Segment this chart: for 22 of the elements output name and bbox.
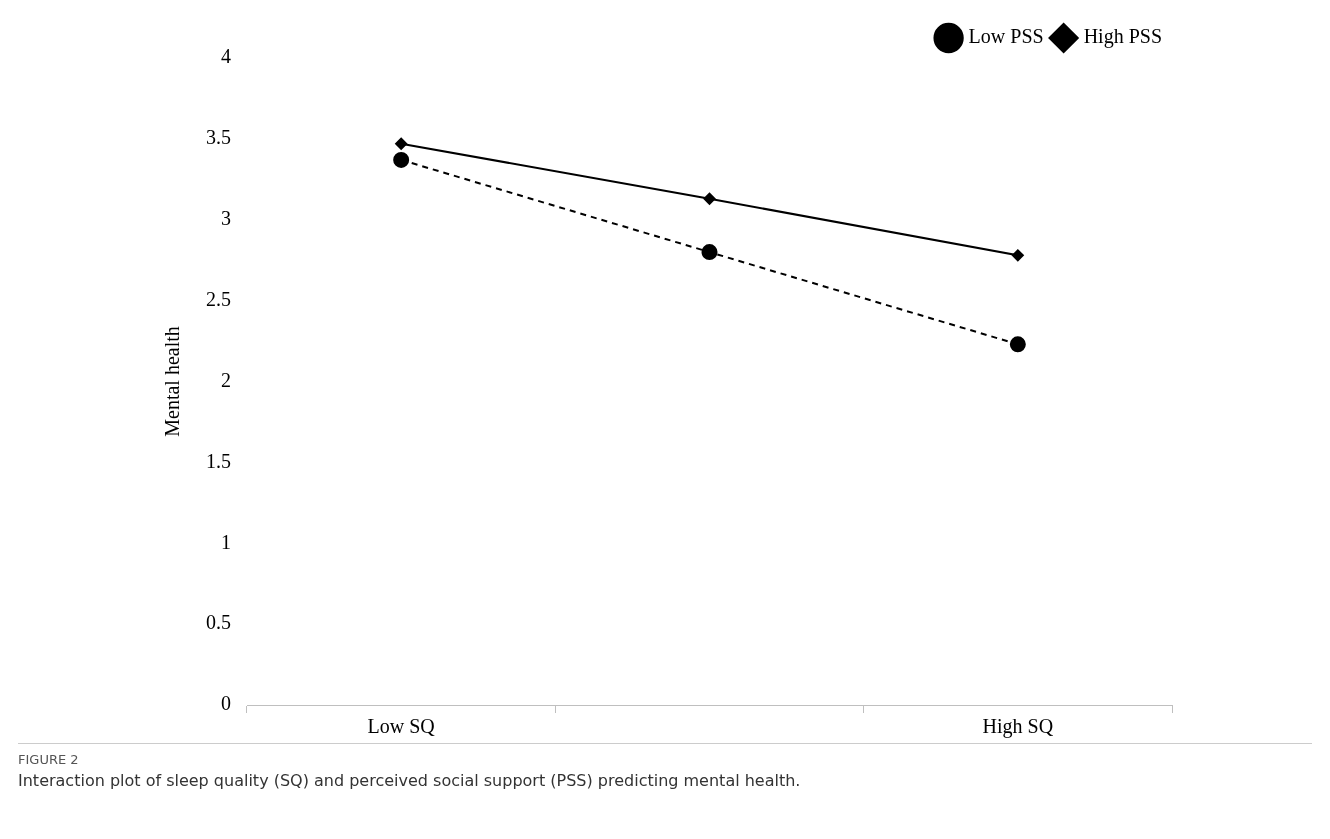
legend-label: Low PSS [968,25,1044,48]
legend-label: High PSS [1083,25,1163,49]
y-tick-label: 1.5 [206,449,231,472]
y-tick-label: 3.5 [206,126,231,149]
y-tick-label: 0 [221,692,231,715]
y-tick-label: 4 [221,45,231,68]
y-tick-label: 2.5 [206,287,231,310]
point [703,192,716,205]
x-tick-label: Low SQ [367,715,436,738]
point [1011,249,1024,262]
caption: FIGURE 2 [18,752,80,767]
x-tick-label: High SQ [982,715,1054,739]
y-tick-label: 1 [221,530,231,553]
point [395,137,408,150]
y-tick-label: 0.5 [206,611,231,634]
y-tick-label: 2 [221,368,231,391]
point [393,151,410,168]
point [701,244,718,261]
y-axis-title: Mental health [161,326,184,437]
text: Interaction plot of sleep quality (SQ) and perceived social support (PSS) predicting mental health. [18,771,802,790]
point [1009,336,1026,353]
y-tick-label: 3 [221,207,231,229]
